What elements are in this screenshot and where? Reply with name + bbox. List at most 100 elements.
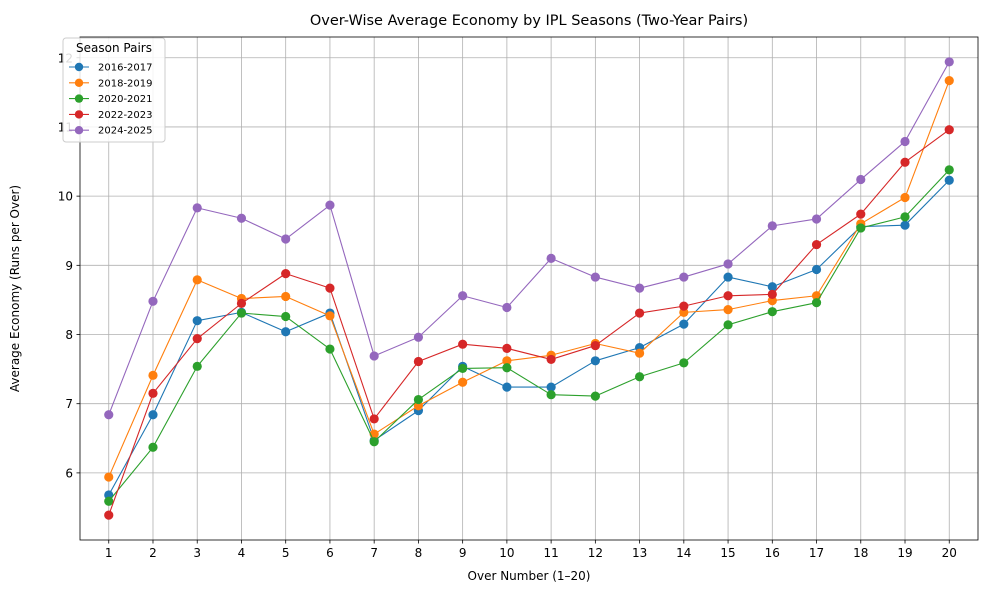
data-point — [104, 496, 114, 506]
x-tick-label: 12 — [588, 546, 603, 560]
series-2024-2025 — [104, 57, 954, 420]
data-point — [634, 372, 645, 382]
data-point — [679, 272, 689, 282]
data-point — [148, 370, 158, 380]
y-tick-label: 8 — [65, 328, 73, 342]
data-point — [590, 272, 600, 282]
data-point — [369, 351, 379, 361]
legend-swatch-marker — [74, 126, 84, 135]
data-point — [590, 340, 600, 351]
x-tick-label: 7 — [370, 546, 378, 560]
series-line — [108, 179, 950, 496]
legend-item: 2022-2023 — [69, 110, 153, 121]
series-line — [108, 169, 950, 502]
data-point — [281, 269, 291, 279]
data-point — [458, 339, 468, 349]
data-point — [767, 221, 777, 231]
data-point — [236, 298, 247, 308]
data-point — [104, 472, 114, 482]
x-tick-label: 16 — [765, 546, 780, 560]
grid — [80, 37, 978, 540]
x-tick-label: 15 — [720, 546, 735, 560]
data-point — [148, 296, 158, 306]
legend-box — [62, 37, 166, 143]
legend: Season Pairs 2016-2017 2018-2019 2020-2021… — [62, 37, 166, 143]
data-point — [502, 363, 512, 373]
data-point — [369, 437, 379, 447]
data-point — [546, 382, 556, 392]
data-point — [811, 239, 822, 250]
legend-swatch-marker — [74, 94, 84, 103]
data-point — [944, 165, 954, 175]
data-point — [767, 282, 777, 292]
data-point — [104, 410, 114, 420]
data-point — [325, 283, 335, 293]
data-point — [325, 344, 335, 354]
data-point — [502, 356, 512, 366]
y-tick-label: 9 — [65, 259, 73, 273]
data-point — [900, 192, 910, 203]
y-tick-label: 10 — [58, 190, 73, 204]
data-point — [634, 283, 645, 293]
data-point — [236, 213, 247, 223]
legend-label: 2018-2019 — [98, 78, 153, 89]
legend-item: 2024-2025 — [69, 126, 153, 137]
data-point — [679, 358, 689, 368]
legend-label: 2016-2017 — [98, 63, 153, 74]
data-point — [590, 391, 600, 401]
plot-frame — [79, 36, 979, 541]
data-point — [723, 259, 733, 269]
data-point — [900, 212, 910, 222]
data-point — [944, 125, 954, 135]
x-tick-label: 11 — [543, 546, 558, 560]
series-lines — [104, 57, 954, 520]
data-point — [192, 334, 202, 344]
data-point — [369, 414, 379, 424]
x-tick-label: 13 — [632, 546, 647, 560]
x-tick-label: 8 — [415, 546, 423, 560]
data-point — [281, 234, 291, 244]
legend-swatch-marker — [74, 78, 84, 88]
data-point — [192, 203, 202, 213]
x-tick-label: 4 — [238, 546, 246, 560]
x-tick-label: 5 — [282, 546, 290, 560]
series-2022-2023 — [104, 125, 954, 520]
data-point — [723, 305, 733, 315]
data-point — [590, 356, 600, 366]
legend-item: 2020-2021 — [69, 94, 153, 105]
data-point — [281, 327, 291, 337]
data-point — [148, 410, 158, 420]
y-tick-label: 6 — [65, 466, 73, 480]
x-tick-label: 19 — [897, 546, 912, 560]
x-tick-label: 6 — [326, 546, 334, 560]
data-point — [458, 363, 468, 374]
data-point — [679, 301, 689, 311]
legend-item: 2016-2017 — [69, 63, 153, 74]
x-tick-label: 10 — [499, 546, 514, 560]
data-point — [723, 272, 733, 282]
data-point — [413, 356, 424, 367]
data-point — [634, 308, 645, 318]
legend-label: 2020-2021 — [98, 94, 153, 105]
data-point — [413, 332, 424, 342]
legend-items: 2016-2017 2018-2019 2020-2021 2022-2023 2024… — [69, 63, 153, 137]
data-point — [723, 291, 733, 301]
series-line — [108, 61, 950, 415]
x-tick-label: 9 — [459, 546, 467, 560]
data-point — [679, 319, 689, 329]
data-point — [723, 320, 733, 330]
data-point — [236, 308, 247, 318]
legend-item: 2018-2019 — [69, 78, 153, 89]
data-point — [546, 253, 556, 264]
data-point — [325, 200, 335, 210]
y-axis-label: Average Economy (Runs per Over) — [8, 185, 22, 392]
data-point — [281, 311, 291, 322]
data-point — [148, 442, 158, 452]
y-tick-label: 7 — [65, 397, 73, 411]
legend-label: 2022-2023 — [98, 110, 153, 121]
x-axis-label: Over Number (1–20) — [468, 569, 591, 583]
data-point — [458, 291, 468, 301]
data-point — [634, 348, 645, 358]
data-point — [944, 57, 954, 67]
